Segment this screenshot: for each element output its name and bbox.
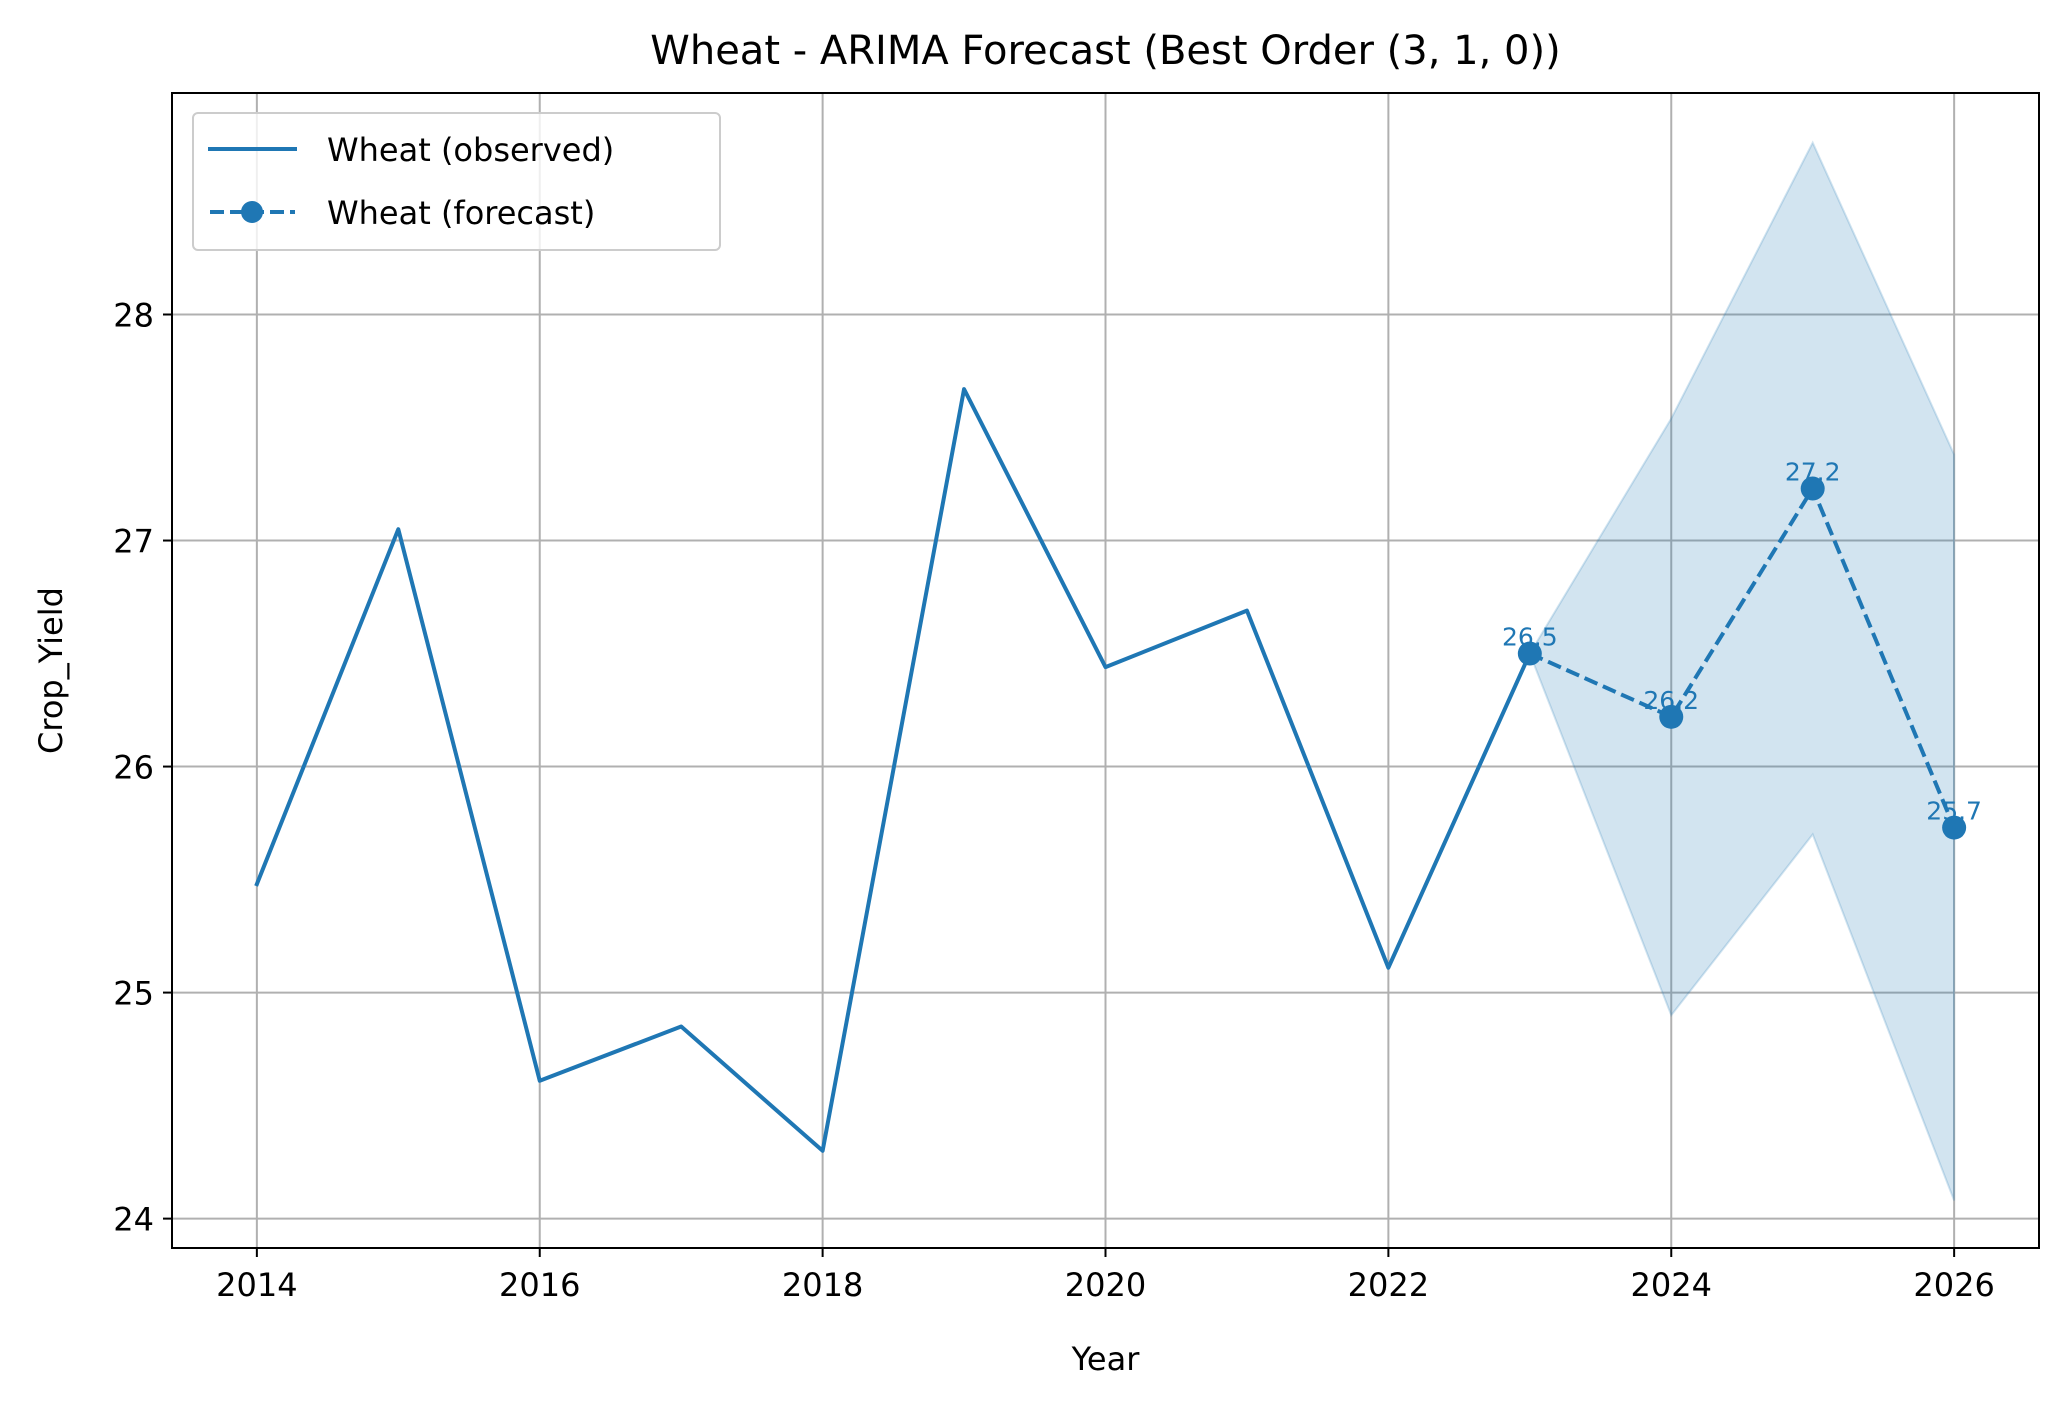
x-tick-label-2026: 2026	[1913, 1266, 1994, 1304]
y-tick-label-28: 28	[113, 297, 154, 335]
forecast-point-2024	[1659, 704, 1684, 729]
forecast-line	[1529, 486, 1956, 829]
grid	[172, 93, 2039, 1248]
forecast-point-2023	[1517, 641, 1542, 666]
x-tick-label-2020: 2020	[1065, 1266, 1146, 1304]
legend-box	[192, 112, 721, 251]
y-axis-label: Crop_Yield	[32, 587, 70, 754]
x-tick-label-2016: 2016	[499, 1266, 580, 1304]
y-tick-label-27: 27	[113, 523, 154, 561]
series-group: 26.5 26.2 27.2 25.7	[254, 387, 1982, 1153]
legend-label-forecast: Wheat (forecast)	[327, 194, 595, 232]
forecast-data-label-2024: 26.2	[1643, 686, 1699, 715]
legend-label-observed: Wheat (observed)	[327, 131, 614, 169]
x-tick-label-2018: 2018	[782, 1266, 863, 1304]
x-axis-label: Year	[1071, 1340, 1141, 1378]
y-tick-label-24: 24	[113, 1201, 154, 1239]
x-tick-label-2022: 2022	[1348, 1266, 1429, 1304]
y-tick-label-25: 25	[113, 975, 154, 1013]
y-tick-label-26: 26	[113, 749, 154, 787]
forecast-data-label-2025: 27.2	[1785, 458, 1841, 487]
legend-marker-forecast	[241, 201, 263, 223]
observed-line	[254, 387, 1533, 1153]
forecast-point-2026	[1942, 815, 1967, 840]
forecast-point-2025	[1800, 476, 1825, 501]
x-tick-label-2014: 2014	[216, 1266, 297, 1304]
legend: Wheat (observed) Wheat (forecast)	[192, 112, 721, 251]
forecast-data-label-2023: 26.5	[1502, 623, 1558, 652]
chart-title: Wheat - ARIMA Forecast (Best Order (3, 1…	[650, 28, 1560, 74]
x-tick-label-2024: 2024	[1631, 1266, 1712, 1304]
ticks: 2014 2016 2018 2020 2022 2024 2026 24 25 26 27 28	[113, 297, 1995, 1304]
forecast-data-label-2026: 25.7	[1926, 797, 1982, 826]
